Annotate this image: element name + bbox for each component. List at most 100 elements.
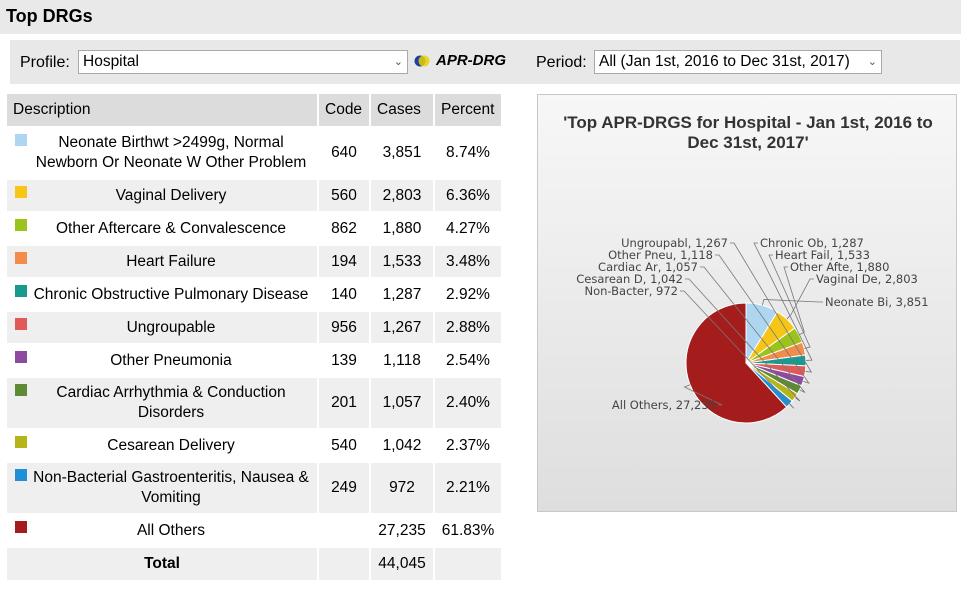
row-description: Neonate Birthwt >2499g, Normal Newborn O…: [7, 127, 319, 180]
row-description-text: Other Aftercare & Convalescence: [55, 219, 287, 237]
row-cases: 1,057: [370, 377, 435, 430]
row-code: 201: [318, 377, 371, 430]
chevron-down-icon: ⌄: [867, 56, 877, 68]
period-select-value: All (Jan 1st, 2016 to Dec 31st, 2017): [599, 53, 850, 70]
period-label: Period:: [536, 54, 587, 71]
row-description: Vaginal Delivery: [7, 179, 319, 213]
table-row[interactable]: Cardiac Arrhythmia & Conduction Disorder…: [7, 377, 503, 430]
pie-slice-label: Cesarean D, 1,042: [576, 272, 683, 286]
row-description: Heart Failure: [7, 245, 319, 279]
color-swatch: [15, 252, 27, 264]
row-cases: 972: [370, 462, 435, 515]
row-percent: 3.48%: [434, 245, 503, 279]
period-select[interactable]: All (Jan 1st, 2016 to Dec 31st, 2017) ⌄: [594, 50, 882, 74]
table-row[interactable]: Vaginal Delivery 560 2,803 6.36%: [7, 179, 503, 213]
profile-select-value: Hospital: [83, 53, 139, 70]
row-description-text: Neonate Birthwt >2499g, Normal Newborn O…: [35, 134, 307, 171]
total-cases: 44,045: [370, 547, 435, 582]
row-percent: 2.92%: [434, 278, 503, 312]
pie-label-connector: [680, 290, 795, 409]
pie-slice-label: Vaginal De, 2,803: [816, 272, 918, 286]
table-row[interactable]: Ungroupable 956 1,267 2.88%: [7, 311, 503, 345]
pie-chart-panel: 'Top APR-DRGS for Hospital - Jan 1st, 20…: [537, 94, 957, 512]
color-swatch: [15, 469, 27, 481]
row-cases: 1,533: [370, 245, 435, 279]
pie-label-connector: [753, 242, 813, 361]
row-description: Chronic Obstructive Pulmonary Disease: [7, 278, 319, 312]
color-swatch: [15, 436, 27, 448]
color-swatch: [15, 384, 27, 396]
row-code: 862: [318, 212, 371, 246]
row-description-text: Other Pneumonia: [110, 351, 232, 369]
row-cases: 1,042: [370, 429, 435, 463]
pie-slice-label: Cardiac Ar, 1,057: [598, 260, 698, 274]
row-description: Other Pneumonia: [7, 344, 319, 378]
apr-drg-icon: [414, 55, 430, 67]
table-row[interactable]: Cesarean Delivery 540 1,042 2.37%: [7, 429, 503, 463]
row-cases: 1,118: [370, 344, 435, 378]
color-swatch: [15, 318, 27, 330]
pie-label-connector: [685, 278, 801, 402]
pie-slice[interactable]: [685, 302, 788, 424]
filter-toolbar: Profile: Hospital ⌄ APR-DRG Period: All …: [10, 40, 960, 84]
table-row[interactable]: Non-Bacterial Gastroenteritis, Nausea & …: [7, 462, 503, 515]
row-description-text: Ungroupable: [126, 318, 216, 336]
pie-label-connector: [783, 266, 805, 336]
color-swatch: [15, 186, 27, 198]
page-header: Top DRGs: [0, 0, 961, 34]
row-code: 956: [318, 311, 371, 345]
page-title: Top DRGs: [6, 6, 93, 26]
row-percent: 2.21%: [434, 462, 503, 515]
color-swatch: [15, 134, 27, 146]
color-swatch: [15, 521, 27, 533]
row-cases: 3,851: [370, 127, 435, 180]
pie-label-connector: [761, 299, 823, 306]
pie-slice-label: All Others, 27,235: [612, 398, 716, 412]
table-row[interactable]: Neonate Birthwt >2499g, Normal Newborn O…: [7, 127, 503, 180]
drg-table: Description Code Cases Percent Neonate B…: [7, 94, 503, 582]
row-description: Ungroupable: [7, 311, 319, 345]
pie-slice-label: Other Pneu, 1,118: [608, 248, 713, 262]
row-code: 560: [318, 179, 371, 213]
row-description-text: Cesarean Delivery: [107, 436, 235, 454]
row-percent: 2.37%: [434, 429, 503, 463]
row-percent: 6.36%: [434, 179, 503, 213]
col-percent[interactable]: Percent: [434, 94, 503, 128]
table-row[interactable]: Other Pneumonia 139 1,118 2.54%: [7, 344, 503, 378]
profile-label: Profile:: [20, 54, 70, 71]
chart-title: 'Top APR-DRGS for Hospital - Jan 1st, 20…: [563, 113, 933, 152]
row-description: Non-Bacterial Gastroenteritis, Nausea & …: [7, 462, 319, 515]
row-code: 540: [318, 429, 371, 463]
table-row[interactable]: Heart Failure 194 1,533 3.48%: [7, 245, 503, 279]
row-code: 194: [318, 245, 371, 279]
row-percent: 4.27%: [434, 212, 503, 246]
col-code[interactable]: Code: [318, 94, 371, 128]
col-description[interactable]: Description: [7, 94, 319, 128]
profile-select[interactable]: Hospital ⌄: [78, 50, 408, 74]
row-description-text: Vaginal Delivery: [115, 186, 227, 204]
row-cases: 2,803: [370, 179, 435, 213]
pie-label-connector: [700, 266, 806, 393]
row-description: Cardiac Arrhythmia & Conduction Disorder…: [7, 377, 319, 430]
table-row[interactable]: Chronic Obstructive Pulmonary Disease 140…: [7, 278, 503, 312]
row-code: 139: [318, 344, 371, 378]
row-description: All Others: [7, 514, 319, 548]
row-percent: 2.40%: [434, 377, 503, 430]
row-percent: 61.83%: [434, 514, 503, 548]
row-description-text: Chronic Obstructive Pulmonary Disease: [33, 285, 309, 303]
color-swatch: [15, 351, 27, 363]
pie-slice-label: Neonate Bi, 3,851: [825, 295, 929, 309]
chevron-down-icon: ⌄: [393, 56, 403, 68]
drg-type-label: APR-DRG: [436, 52, 506, 69]
col-cases[interactable]: Cases: [370, 94, 435, 128]
table-row[interactable]: All Others 27,235 61.83%: [7, 514, 503, 548]
color-swatch: [15, 219, 27, 231]
table-row[interactable]: Other Aftercare & Convalescence 862 1,880 4…: [7, 212, 503, 246]
pie-slice-label: Other Afte, 1,880: [790, 260, 889, 274]
row-description-text: Cardiac Arrhythmia & Conduction Disorder…: [56, 384, 286, 421]
row-code: [318, 514, 371, 548]
color-swatch: [15, 285, 27, 297]
row-code: 249: [318, 462, 371, 515]
pie-label-connector: [715, 254, 810, 384]
